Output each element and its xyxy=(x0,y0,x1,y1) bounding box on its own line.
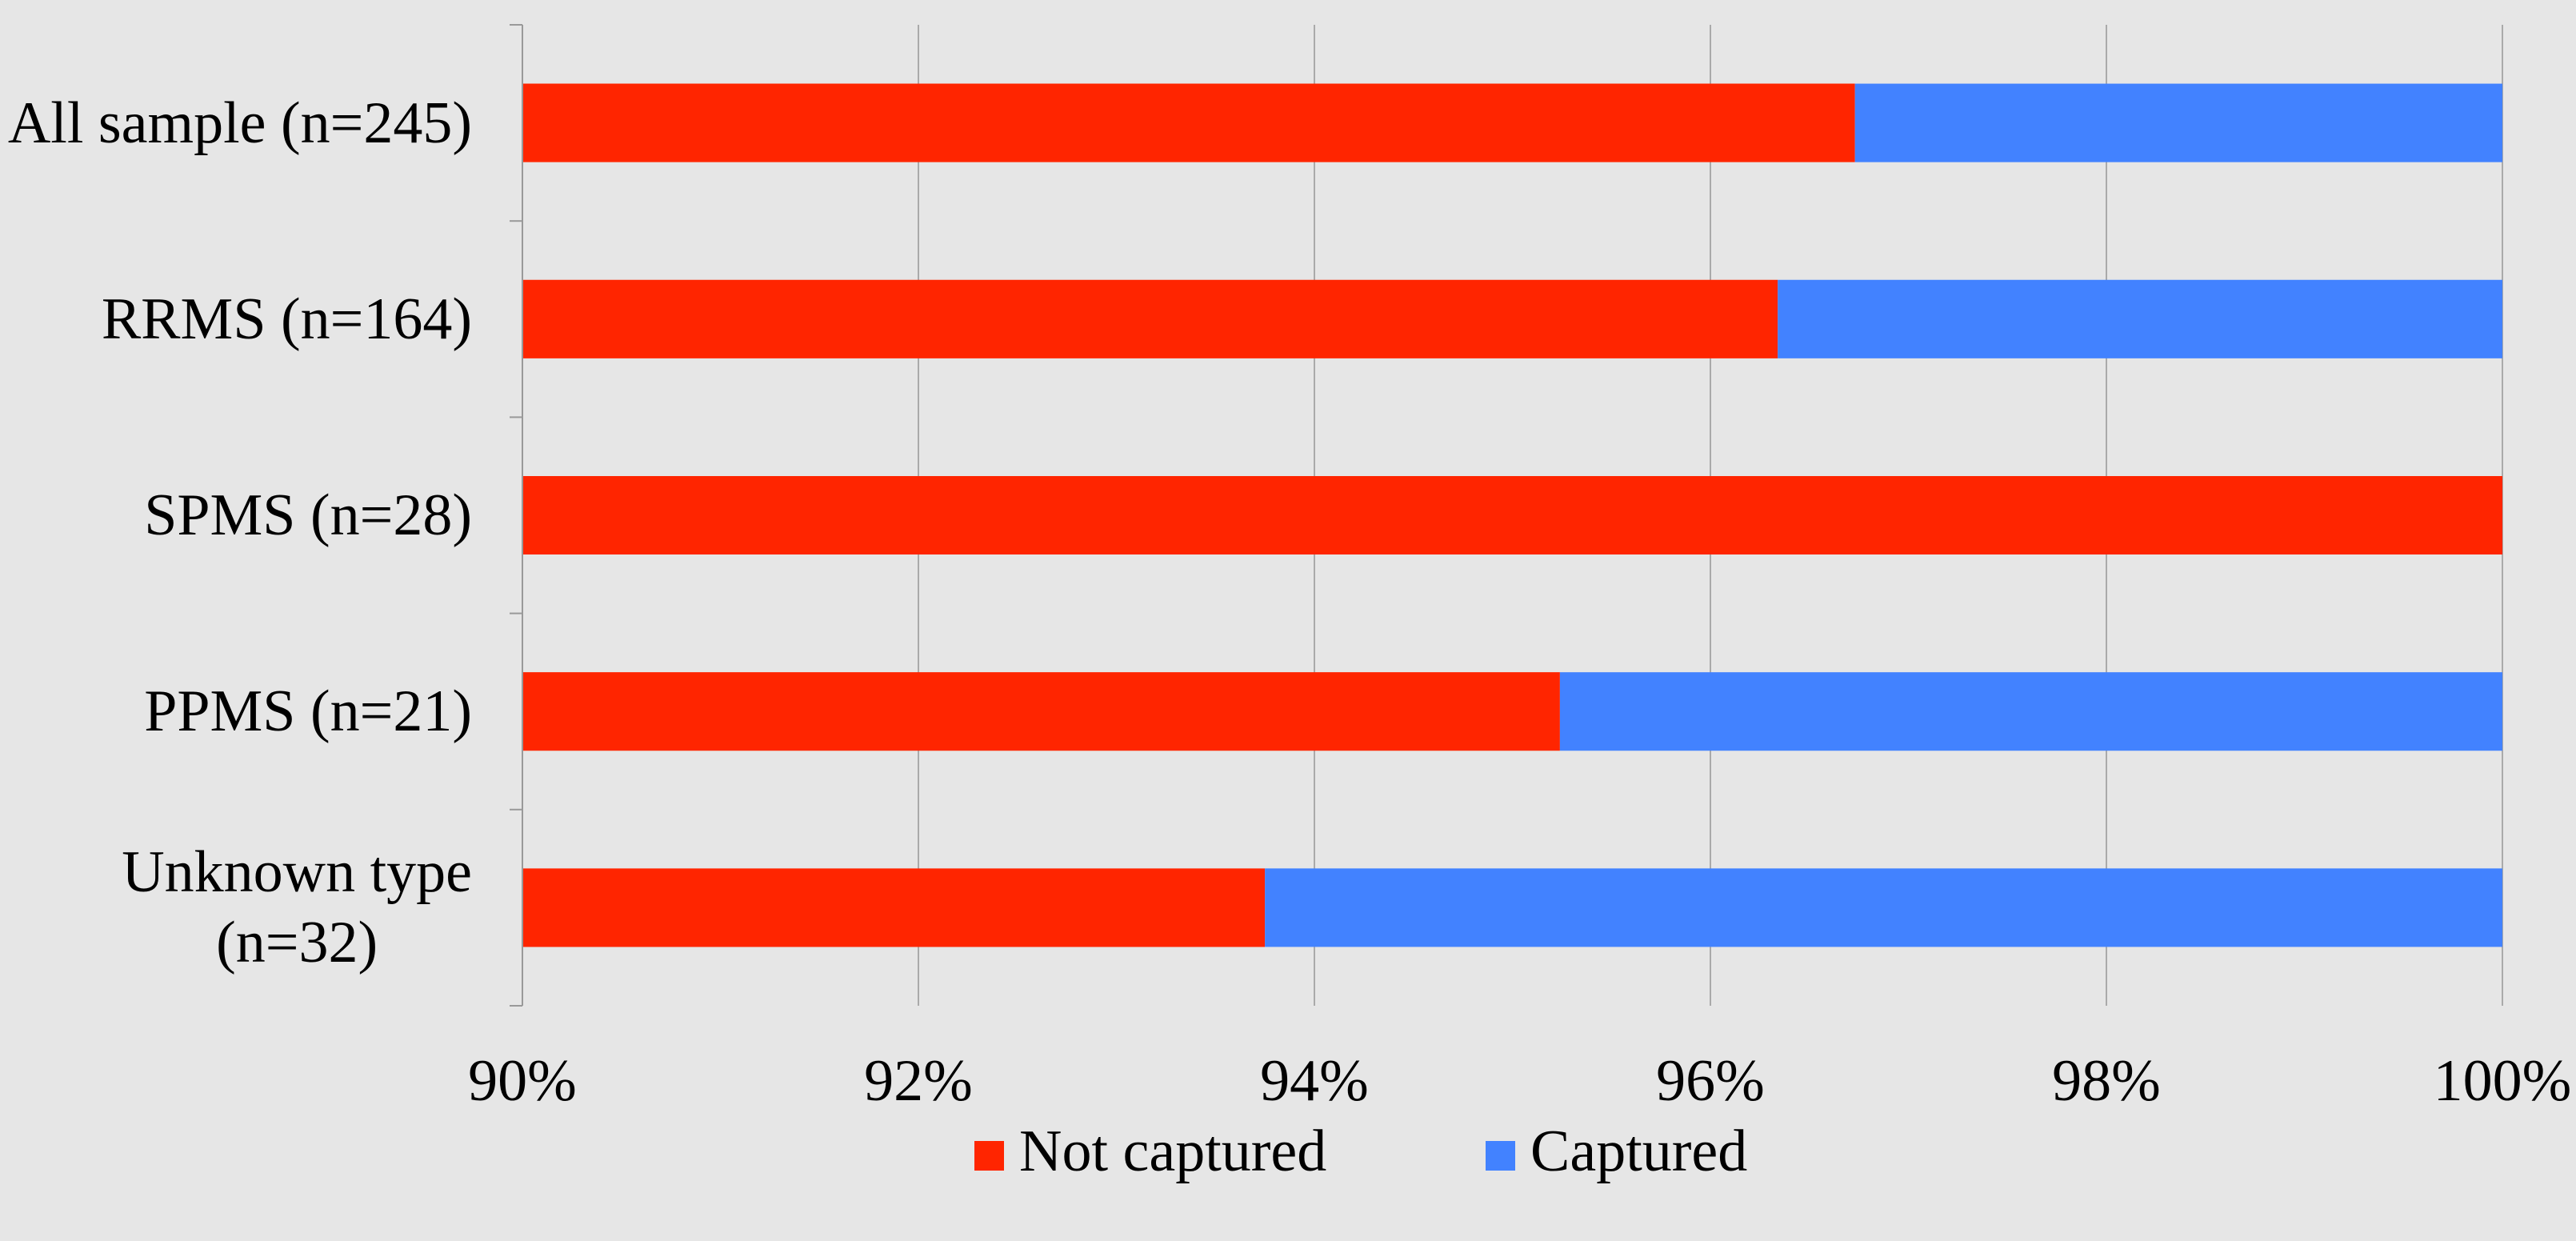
x-tick-label: 96% xyxy=(1656,1048,1765,1114)
legend-label: Not captured xyxy=(1019,1119,1326,1184)
category-label: PPMS (n=21) xyxy=(144,614,472,810)
category-label: SPMS (n=28) xyxy=(144,417,472,613)
legend-swatch xyxy=(974,1141,1004,1171)
x-tick-label: 90% xyxy=(468,1048,577,1114)
x-tick-label: 94% xyxy=(1260,1048,1369,1114)
bar-segment xyxy=(522,672,1560,751)
bar-segment xyxy=(522,868,1266,947)
category-label: All sample (n=245) xyxy=(8,25,472,221)
category-text: PPMS (n=21) xyxy=(144,679,472,745)
bar-segment xyxy=(522,83,1855,162)
bar-segment xyxy=(1778,279,2502,358)
legend-swatch xyxy=(1486,1141,1515,1171)
x-tick-label: 100% xyxy=(2434,1048,2572,1114)
bar-segment xyxy=(1559,672,2502,751)
bar-segment xyxy=(1854,83,2502,162)
x-tick-label: 98% xyxy=(2052,1048,2161,1114)
category-label: Unknown type (n=32) xyxy=(122,810,472,1006)
category-text: SPMS (n=28) xyxy=(144,482,472,548)
bar-segment xyxy=(522,475,2502,555)
axes: 90% 92% 94% 96% 98% 100% Not captured Captured xyxy=(468,24,2572,1184)
category-label: RRMS (n=164) xyxy=(102,221,472,417)
bar-segment xyxy=(1265,868,2502,947)
category-text: All sample (n=245) xyxy=(7,90,472,156)
x-tick-label: 92% xyxy=(864,1048,973,1114)
category-text: RRMS (n=164) xyxy=(101,286,472,352)
bar-segment xyxy=(522,279,1778,358)
bars xyxy=(522,83,2502,947)
legend-label: Captured xyxy=(1530,1119,1747,1184)
category-text: Unknown type (n=32) xyxy=(122,839,472,976)
